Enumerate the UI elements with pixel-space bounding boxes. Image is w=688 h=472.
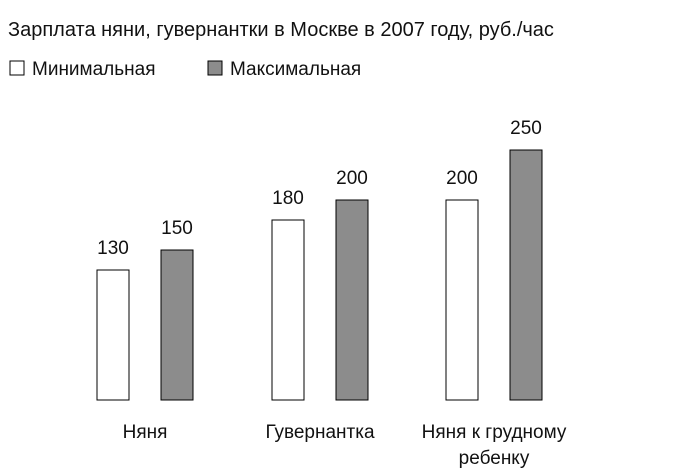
value-label: 250 (510, 118, 542, 139)
value-label: 180 (272, 188, 304, 209)
legend-swatch (207, 60, 223, 76)
bar (445, 199, 479, 401)
bar (96, 269, 130, 401)
value-label: 200 (446, 168, 478, 189)
legend-label: Минимальная (32, 59, 156, 80)
chart-title: Зарплата няни, гувернантки в Москве в 20… (8, 19, 554, 41)
bar (335, 199, 369, 401)
category-label: Няня к грудному ребенку (421, 422, 567, 469)
bar (509, 149, 543, 401)
legend-label: Максимальная (230, 59, 361, 80)
value-label: 200 (336, 168, 368, 189)
value-label: 150 (161, 218, 193, 239)
category-label: Гувернантка (265, 422, 375, 443)
bar (271, 219, 305, 401)
bar (160, 249, 194, 401)
value-label: 130 (97, 238, 129, 259)
category-label: Няня (122, 422, 168, 443)
legend-swatch (9, 60, 25, 76)
